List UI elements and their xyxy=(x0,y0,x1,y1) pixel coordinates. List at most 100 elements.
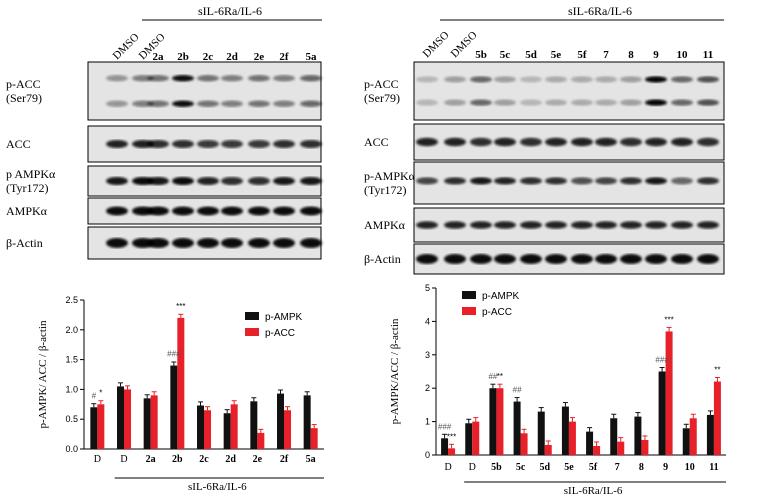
bar-p-ACC xyxy=(496,388,504,455)
left-band xyxy=(300,206,322,216)
left-band xyxy=(221,140,243,148)
bar-p-AMPK xyxy=(634,416,642,455)
left-band xyxy=(172,206,194,216)
x-tick-label: 5e xyxy=(564,462,574,473)
right-band xyxy=(595,221,617,229)
right-band xyxy=(470,137,492,147)
bar-p-AMPK xyxy=(223,413,231,449)
left-band xyxy=(248,177,270,185)
bar-p-AMPK xyxy=(658,371,666,455)
right-lane-label: 9 xyxy=(653,49,659,61)
left-band xyxy=(248,75,270,82)
y-tick-label: 4 xyxy=(425,316,430,326)
left-band xyxy=(106,100,128,107)
x-tick-label: D xyxy=(469,462,476,473)
right-band xyxy=(620,221,642,229)
right-band xyxy=(520,76,542,83)
right-lane-label: 5e xyxy=(551,49,562,61)
left-lane-label: 2f xyxy=(279,51,289,63)
right-band xyxy=(645,99,667,106)
bar-p-ACC xyxy=(284,410,291,449)
right-band xyxy=(645,254,667,264)
left-band xyxy=(172,177,194,185)
left-lane-label: 2c xyxy=(203,51,214,63)
left-row-label: (Ser79) xyxy=(6,91,42,105)
left-band xyxy=(147,206,169,216)
left-band xyxy=(172,140,194,148)
right-band xyxy=(645,221,667,229)
legend-label: p-ACC xyxy=(265,328,295,339)
significance-mark: * xyxy=(99,388,102,397)
right-row-label: β-Actin xyxy=(364,252,401,266)
legend-label: p-ACC xyxy=(482,307,512,318)
left-band xyxy=(106,238,128,248)
right-band xyxy=(645,177,667,185)
bar-p-AMPK xyxy=(170,365,178,449)
x-tick-label: D xyxy=(94,454,101,465)
x-tick-label: 10 xyxy=(685,462,695,473)
left-lane-label: 2e xyxy=(254,51,265,63)
bar-p-AMPK xyxy=(277,393,284,449)
right-band xyxy=(697,76,719,83)
y-tick-label: 5 xyxy=(425,283,430,293)
y-tick-label: 1 xyxy=(425,417,430,427)
bar-p-ACC xyxy=(310,428,318,449)
bar-p-ACC xyxy=(520,433,528,455)
bar-p-ACC xyxy=(230,404,238,449)
left-row-label: β-Actin xyxy=(6,236,43,250)
y-tick-label: 0.5 xyxy=(65,414,78,424)
right-row-label: (Ser79) xyxy=(364,91,400,105)
right-band xyxy=(494,76,516,83)
y-axis-label: p-AMPK/ACC / β-actin xyxy=(389,318,401,424)
left-band xyxy=(197,206,219,216)
right-band xyxy=(545,137,567,147)
right-band xyxy=(571,99,593,106)
right-band xyxy=(571,254,593,264)
y-axis-label: p-AMPK/ ACC / β-actin xyxy=(37,320,49,428)
left-row-label: p-ACC xyxy=(6,77,41,91)
right-lane-label: 5f xyxy=(577,49,587,61)
bar-p-AMPK xyxy=(441,438,449,455)
significance-mark: ### xyxy=(655,356,669,365)
left-band xyxy=(300,100,322,107)
bar-p-ACC xyxy=(641,439,649,455)
y-tick-label: 0 xyxy=(425,450,430,460)
x-tick-label: 5a xyxy=(306,454,316,465)
left-band xyxy=(106,140,128,148)
right-band xyxy=(416,99,438,106)
bar-p-AMPK xyxy=(586,431,594,455)
right-row-label: AMPKα xyxy=(364,218,406,232)
left-band xyxy=(221,177,243,185)
bar-p-AMPK xyxy=(250,401,258,449)
right-band xyxy=(470,76,492,83)
left-group-label: sIL-6Ra/IL-6 xyxy=(198,4,262,18)
right-band xyxy=(444,76,466,83)
right-lane-label: 5b xyxy=(475,49,487,61)
x-tick-label: 2b xyxy=(172,454,183,465)
bar-p-AMPK xyxy=(90,407,98,449)
left-band xyxy=(273,238,295,248)
left-band xyxy=(248,140,270,148)
right-band xyxy=(620,99,642,106)
x-tick-label: 8 xyxy=(639,462,644,473)
bar-p-ACC xyxy=(97,404,105,449)
left-blot-box xyxy=(87,61,322,121)
right-band xyxy=(520,254,542,264)
right-band xyxy=(444,254,466,264)
y-tick-label: 2.0 xyxy=(65,325,78,335)
right-band xyxy=(645,137,667,147)
significance-mark: *** xyxy=(447,432,456,441)
right-band xyxy=(520,99,542,106)
right-band xyxy=(671,254,693,264)
significance-mark: ### xyxy=(438,422,452,431)
bar-p-AMPK xyxy=(537,411,545,455)
significance-mark: ** xyxy=(714,366,720,375)
right-band xyxy=(470,254,492,264)
significance-mark: ## xyxy=(488,372,497,381)
bar-p-ACC xyxy=(593,445,601,455)
left-band xyxy=(248,238,270,248)
right-band xyxy=(416,137,438,147)
right-blot-box xyxy=(413,61,725,121)
bar-p-AMPK xyxy=(682,428,690,455)
right-band xyxy=(470,99,492,106)
